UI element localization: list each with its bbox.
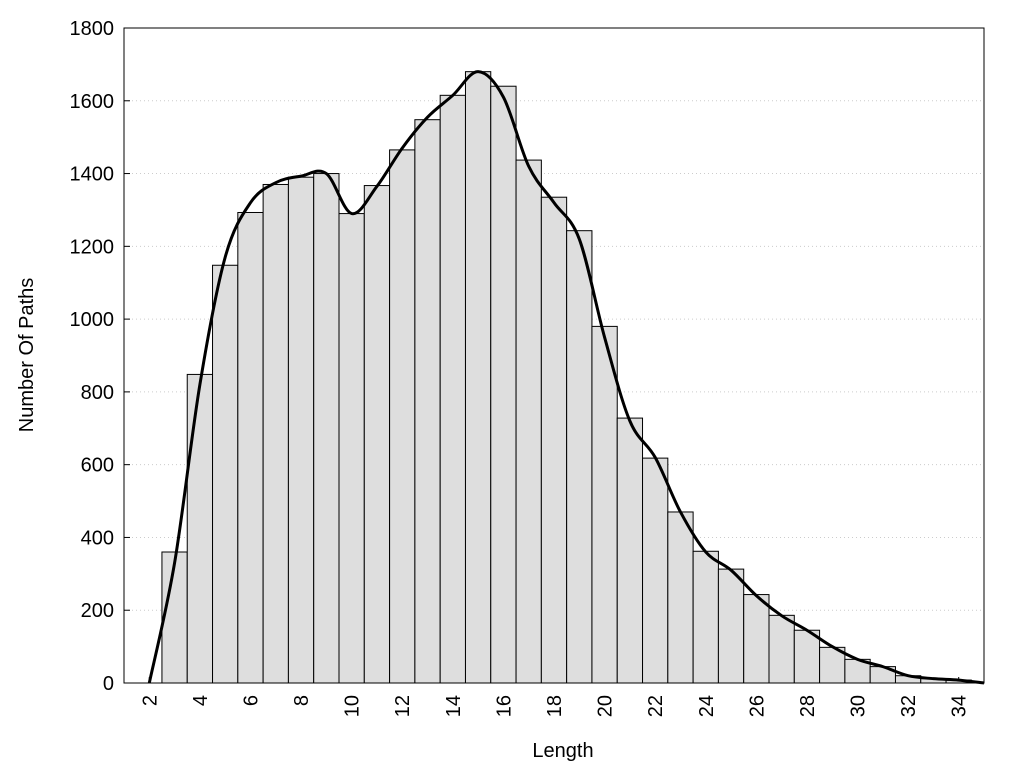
x-tick-label: 4 (190, 695, 212, 706)
x-tick-label: 34 (949, 695, 971, 717)
bar (768, 614, 795, 684)
bar (667, 511, 694, 684)
y-tick-label: 1200 (70, 236, 115, 258)
plot-frame (123, 27, 985, 684)
bar (819, 646, 846, 684)
bar (591, 325, 618, 684)
y-tick-label: 1400 (70, 164, 115, 186)
x-tick-label: 30 (848, 695, 870, 717)
bar (161, 551, 188, 684)
bar (616, 417, 644, 684)
curve (147, 70, 985, 685)
bar (186, 373, 214, 684)
y-tick-label: 600 (81, 455, 114, 477)
x-tick-label: 22 (645, 695, 667, 717)
x-tick-label: 26 (746, 695, 768, 717)
bar (389, 149, 416, 684)
x-tick-label: 10 (342, 695, 364, 717)
x-tick-label: 24 (696, 695, 718, 717)
y-axis-label: Number Of Paths (16, 278, 38, 433)
bar (287, 176, 315, 684)
x-tick-label: 16 (493, 695, 515, 717)
bar (262, 183, 289, 684)
y-tick-label: 200 (81, 600, 114, 622)
bar (566, 230, 593, 684)
x-tick-label: 18 (544, 695, 566, 717)
bar (439, 94, 466, 684)
x-axis-label: Length (532, 740, 593, 762)
bar (464, 71, 492, 684)
x-tick-label: 2 (139, 695, 161, 706)
y-tick-label: 0 (103, 673, 114, 695)
y-tick-label: 1600 (70, 91, 115, 113)
bar (642, 457, 669, 684)
x-tick-label: 28 (797, 695, 819, 717)
bar (313, 173, 340, 684)
bar (414, 119, 441, 684)
x-tick-label: 8 (291, 695, 313, 706)
x-tick-label: 6 (240, 695, 262, 706)
y-tick-label: 1800 (70, 18, 115, 40)
bar (338, 213, 365, 684)
bar (212, 264, 239, 684)
bar (717, 568, 745, 684)
bar (363, 185, 391, 684)
y-tick-label: 800 (81, 382, 114, 404)
y-tick-label: 1000 (70, 309, 115, 331)
x-tick-label: 32 (898, 695, 920, 717)
bar (515, 159, 542, 684)
x-tick-label: 20 (595, 695, 617, 717)
x-tick-label: 14 (443, 695, 465, 717)
bar (540, 196, 568, 684)
x-tick-label: 12 (392, 695, 414, 717)
y-tick-label: 400 (81, 527, 114, 549)
bar (743, 594, 770, 684)
bar (692, 550, 719, 684)
bar (237, 211, 264, 684)
bar (793, 629, 821, 684)
bar (490, 85, 517, 684)
